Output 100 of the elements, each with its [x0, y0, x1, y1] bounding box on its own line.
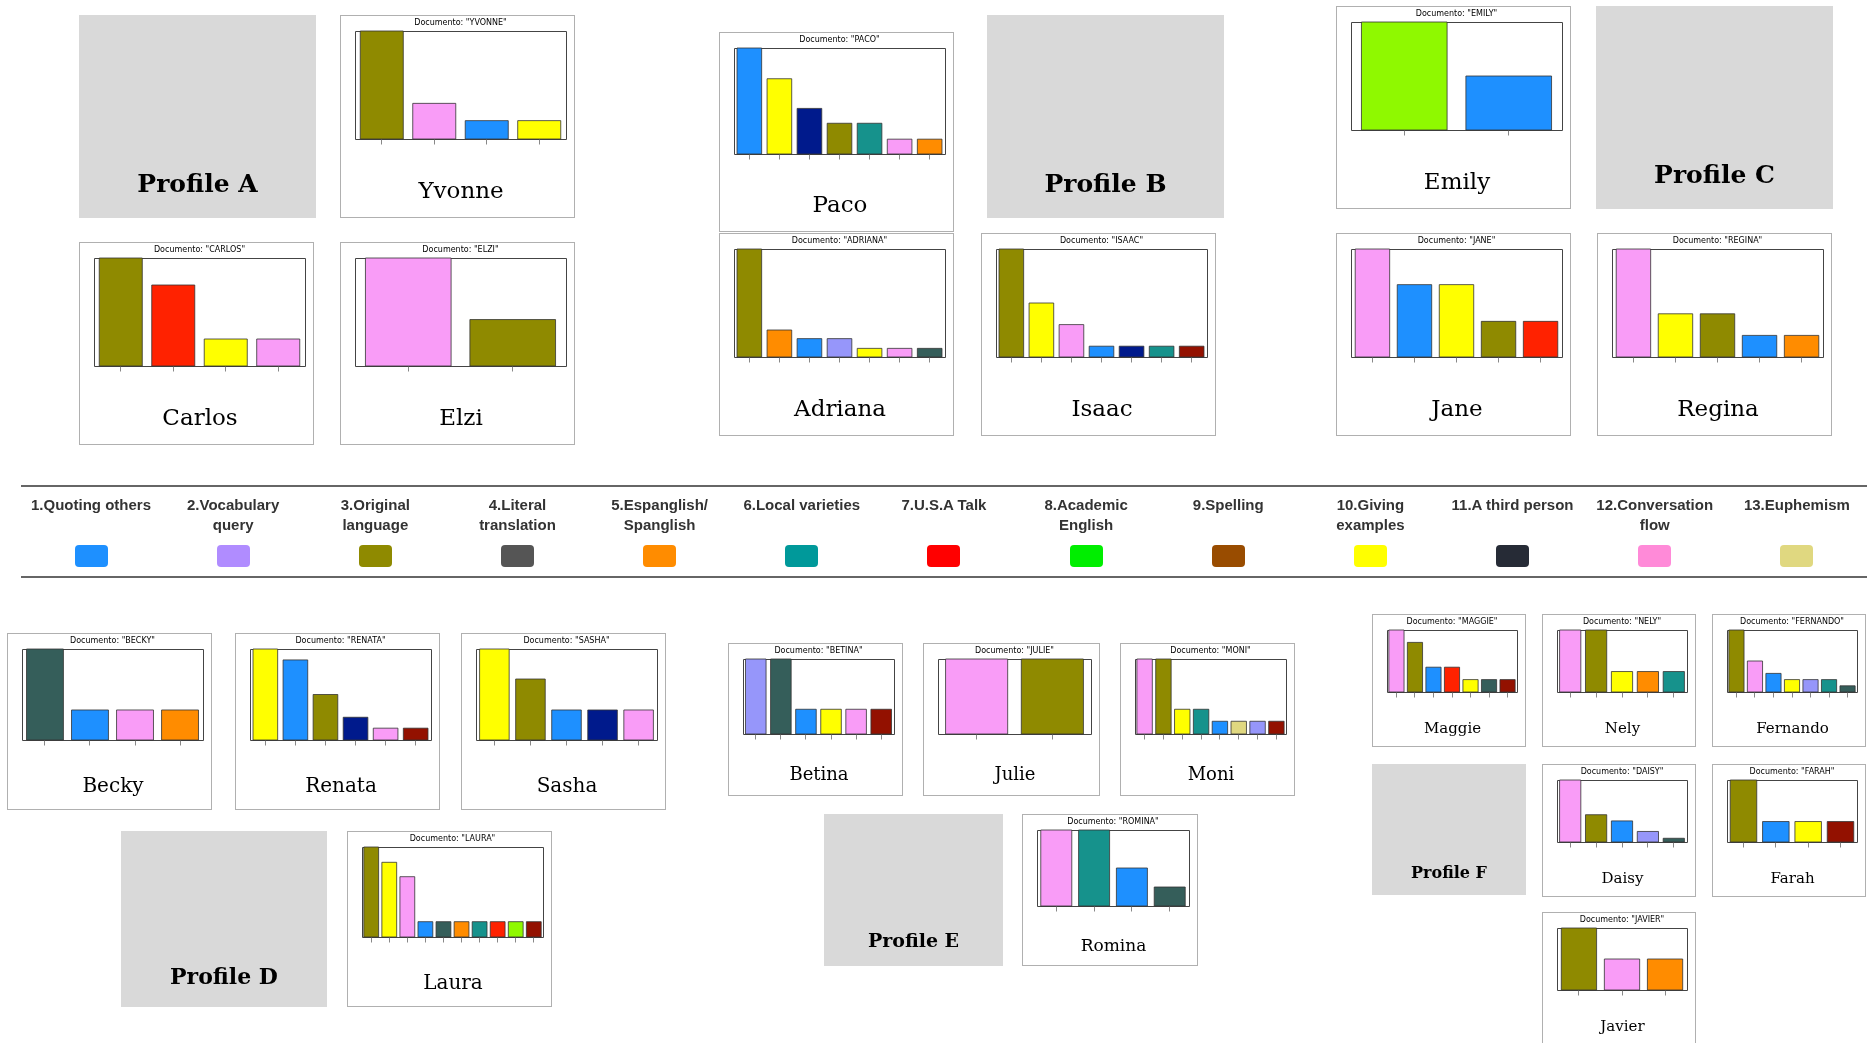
- bar: [1388, 629, 1405, 693]
- bar: [471, 921, 488, 938]
- chart-title: Documento: "BECKY": [70, 635, 155, 645]
- bar: [856, 347, 883, 358]
- bar: [402, 727, 429, 741]
- text: Profile C: [1596, 6, 1833, 209]
- chart-title: Documento: "NELY": [1582, 616, 1662, 626]
- bar: [312, 694, 339, 741]
- bar: [886, 138, 913, 155]
- bar: [1746, 660, 1763, 693]
- chart-title: Documento: "MONI": [1170, 645, 1251, 655]
- bar: [1839, 685, 1856, 693]
- bar: [1444, 666, 1460, 693]
- text: Profile E: [824, 814, 1003, 966]
- bar: [282, 659, 309, 741]
- bar: [525, 921, 542, 938]
- x-axis-title: Daisy: [1601, 869, 1644, 887]
- bar: [399, 876, 416, 938]
- category-label: 10.Giving examples: [1335, 495, 1406, 535]
- bar: [507, 921, 524, 938]
- chart-title: Documento: "SASHA": [523, 635, 610, 645]
- category-label: 8.Academic English: [1043, 495, 1129, 535]
- bar: [1028, 302, 1055, 358]
- bar: [1765, 673, 1782, 693]
- x-axis-title: Maggie: [1423, 719, 1482, 737]
- x-axis-title: Elzi: [439, 404, 483, 430]
- chart-title: Documento: "PACO": [799, 34, 880, 44]
- bar: [1585, 814, 1608, 843]
- x-axis-title: Laura: [423, 970, 483, 994]
- chart-title: Documento: "MAGGIE": [1406, 616, 1498, 626]
- bar: [489, 921, 506, 938]
- bar: [1481, 679, 1498, 693]
- bar: [1425, 666, 1442, 693]
- bar: [1462, 679, 1479, 693]
- bar: [1784, 679, 1800, 693]
- x-axis-title: Adriana: [793, 395, 887, 421]
- chart-title: Documento: "ELZI": [422, 244, 499, 254]
- bar: [381, 861, 398, 938]
- bar: [916, 347, 943, 358]
- category-label: 9.Spelling: [1192, 495, 1264, 515]
- bar: [1662, 837, 1685, 843]
- x-axis-title: Isaac: [1071, 395, 1133, 421]
- chart-title: Documento: "ROMINA": [1067, 816, 1159, 826]
- bar: [736, 248, 763, 358]
- x-axis-title: Betina: [789, 763, 849, 784]
- category-label: 5.Espanglish/ Spanglish: [610, 495, 709, 535]
- bar: [766, 329, 793, 358]
- category-label: 11.A third person: [1451, 495, 1574, 515]
- x-axis-title: Fernando: [1756, 719, 1829, 737]
- bar: [1178, 345, 1205, 358]
- bar: [252, 648, 279, 741]
- chart-title: Documento: "FARAH": [1749, 766, 1835, 776]
- category-label: 13.Euphemism: [1743, 495, 1850, 515]
- chart-title: Documento: "BETINA": [774, 645, 863, 655]
- bar: [826, 122, 853, 155]
- bar: [916, 138, 943, 155]
- chart-title: Documento: "RENATA": [295, 635, 386, 645]
- text: Profile A: [79, 15, 316, 218]
- bar: [1499, 679, 1516, 693]
- category-label: 2.Vocabulary query: [186, 495, 281, 535]
- bar: [1802, 679, 1819, 693]
- bar: [826, 338, 853, 358]
- bar: [1610, 820, 1634, 843]
- x-axis-title: Paco: [812, 191, 868, 217]
- x-axis-title: Emily: [1423, 168, 1491, 194]
- category-label: 3.Original language: [339, 495, 411, 535]
- bar: [736, 47, 763, 155]
- bar: [886, 347, 913, 358]
- chart-title: Documento: "LAURA": [409, 833, 496, 843]
- bar: [1088, 345, 1115, 358]
- bar: [766, 78, 793, 155]
- bar: [363, 846, 380, 938]
- bar: [342, 716, 369, 741]
- chart-title: Documento: "JAVIER": [1579, 914, 1665, 924]
- x-axis-title: Javier: [1598, 1017, 1646, 1035]
- category-label: 12.Conversation flow: [1595, 495, 1715, 535]
- chart-title: Documento: "EMILY": [1415, 8, 1498, 18]
- x-axis-title: Moni: [1187, 763, 1235, 784]
- text: Profile B: [987, 15, 1224, 218]
- category-label: 1.Quoting others: [31, 495, 151, 515]
- x-axis-title: Becky: [82, 773, 145, 797]
- bar: [796, 338, 823, 358]
- chart-title: Documento: "ISAAC": [1059, 235, 1144, 245]
- bar: [1148, 345, 1175, 358]
- category-label: 6.Local varieties: [743, 495, 861, 515]
- x-axis-title: Jane: [1429, 395, 1483, 421]
- x-axis-title: Julie: [992, 763, 1036, 784]
- bar: [1728, 629, 1745, 693]
- category-label: 4.Literal translation: [478, 495, 557, 535]
- bar: [796, 108, 823, 155]
- x-axis-title: Sasha: [536, 773, 598, 797]
- chart-title: Documento: "JULIE": [974, 645, 1055, 655]
- bar: [1559, 779, 1582, 843]
- bar: [998, 248, 1025, 358]
- x-axis-title: Carlos: [162, 404, 238, 430]
- x-axis-title: Renata: [305, 773, 377, 797]
- bar: [1636, 831, 1659, 843]
- x-axis-title: Farah: [1770, 869, 1815, 887]
- chart-title: Documento: "DAISY": [1580, 766, 1664, 776]
- chart-title: Documento: "YVONNE": [414, 17, 507, 27]
